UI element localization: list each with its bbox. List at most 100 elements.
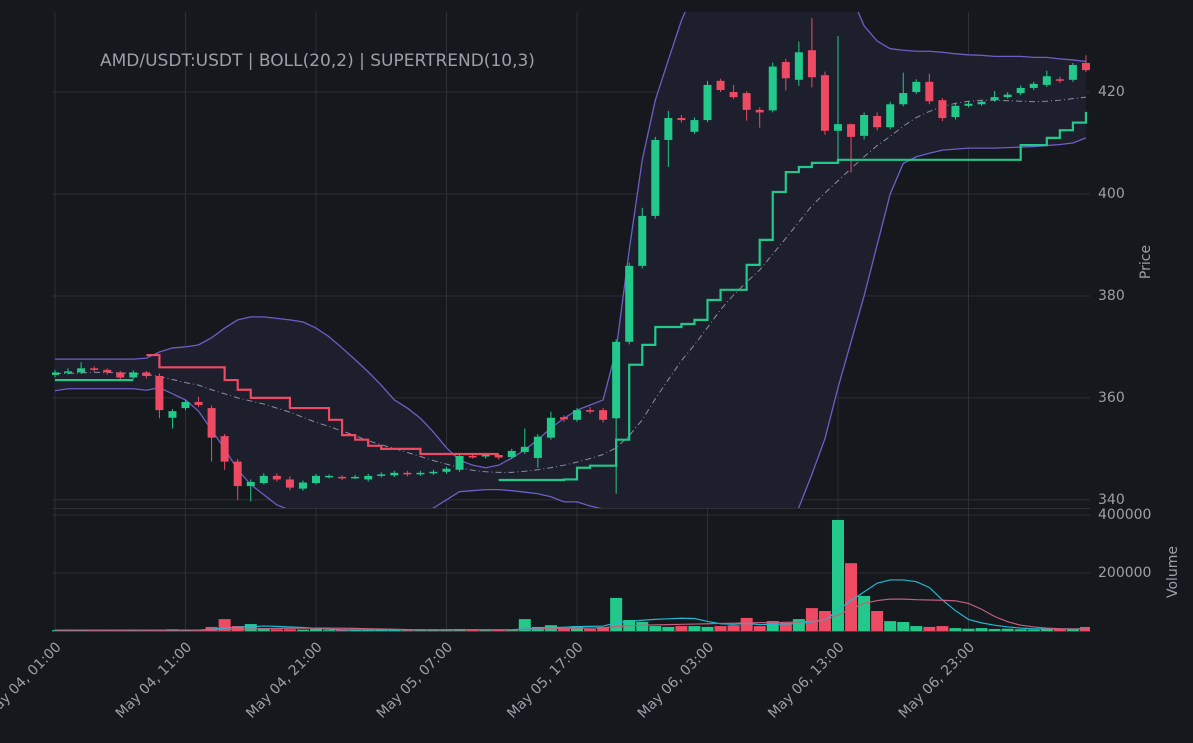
volume-bar <box>375 630 388 631</box>
candle-body <box>612 341 621 419</box>
candle-body <box>834 124 842 131</box>
volume-bar <box>1066 628 1079 631</box>
volume-bar <box>936 626 949 631</box>
candle-body <box>546 417 555 438</box>
volume-bar <box>649 626 662 631</box>
volume-bar <box>427 630 440 631</box>
y-tick-label: 420 <box>1098 84 1125 100</box>
volume-bar <box>858 595 871 631</box>
candle-body <box>938 100 947 119</box>
candle-body <box>52 372 59 375</box>
x-tick-label: May 04, 21:00 <box>243 639 325 721</box>
candle-body <box>781 61 790 79</box>
candle-body <box>742 93 751 110</box>
volume-bar <box>897 622 910 631</box>
candle-body <box>677 118 686 121</box>
volume-bar <box>832 519 844 631</box>
candle-body <box>481 454 490 457</box>
candle-body <box>807 50 816 78</box>
candle-body <box>586 410 595 412</box>
volume-bar <box>962 628 975 631</box>
candle-body <box>351 476 360 479</box>
candle-body <box>207 408 216 438</box>
candle-body <box>912 81 921 93</box>
volume-bar <box>818 610 831 631</box>
volume-bar <box>401 630 414 631</box>
candle-body <box>298 482 307 489</box>
bollinger-middle <box>55 96 1087 473</box>
candle-body <box>860 114 869 136</box>
candle-body <box>794 52 803 80</box>
candle-body <box>977 101 986 105</box>
volume-bar <box>688 626 701 631</box>
candle-body <box>847 124 856 137</box>
volume-bar <box>636 622 649 631</box>
volume-bar <box>884 621 897 631</box>
volume-bar <box>714 626 727 631</box>
candle-body <box>312 475 320 484</box>
volume-bar <box>910 626 923 631</box>
volume-bar <box>779 622 792 631</box>
candle-body <box>820 75 829 131</box>
y-tick-label: 400 <box>1098 186 1125 202</box>
candle-body <box>899 93 908 105</box>
labels: 340 360 380 400 420 200000 400000 May 04, 01:00… <box>0 84 1151 722</box>
supertrend-up <box>55 111 1088 482</box>
candle-body <box>729 92 738 98</box>
candle-body <box>272 475 281 480</box>
volume-bar <box>753 626 766 631</box>
candle-body <box>129 372 138 378</box>
candle-body <box>77 368 86 373</box>
x-tick-label: May 06, 13:00 <box>765 639 847 721</box>
candle-body <box>259 475 268 484</box>
volume-bar <box>923 626 936 631</box>
candle-body <box>1042 76 1051 85</box>
candle-body <box>533 436 542 459</box>
candle-body <box>990 97 999 101</box>
volume-bar <box>244 624 257 631</box>
candle-body <box>651 139 660 216</box>
volume-bar <box>949 628 962 631</box>
candle-body <box>442 468 451 472</box>
volume-bar <box>662 626 675 631</box>
candle-body <box>155 375 164 411</box>
candle-body <box>468 456 477 458</box>
volume-tick-label: 400000 <box>1098 507 1151 523</box>
candle-body <box>64 371 73 373</box>
volume-panel <box>52 519 1090 631</box>
volume-bar <box>362 630 375 631</box>
volume-tick-label: 200000 <box>1098 565 1151 581</box>
candle-body <box>494 454 503 458</box>
volume-bar <box>296 629 309 631</box>
volume-bar <box>597 626 610 631</box>
y-tick-label: 360 <box>1098 390 1125 406</box>
volume-bar <box>557 628 570 631</box>
candle-body <box>285 479 294 488</box>
candle-body <box>1029 83 1038 88</box>
candle-body <box>873 115 882 128</box>
candle-body <box>716 80 725 90</box>
volume-bar <box>231 626 244 631</box>
candle-body <box>599 410 608 420</box>
grid <box>52 12 1090 632</box>
supertrend-down <box>146 353 499 456</box>
candle-body <box>1016 87 1025 94</box>
volume-bar <box>701 626 714 631</box>
x-tick-label: May 05, 17:00 <box>504 639 586 721</box>
volume-bar <box>988 628 1001 631</box>
candle-body <box>755 109 764 113</box>
volume-bar <box>792 619 805 631</box>
candle-body <box>507 450 516 458</box>
candle-body <box>403 472 412 475</box>
candle-body <box>703 84 712 121</box>
bollinger-upper <box>55 12 1087 469</box>
candle-body <box>455 456 464 470</box>
candle-body <box>925 81 934 102</box>
chart-title: AMD/USDT:USDT | BOLL(20,2) | SUPERTREND(… <box>100 51 535 71</box>
volume-bar <box>310 628 322 631</box>
candle-body <box>90 368 99 370</box>
candle-body <box>220 436 229 462</box>
candle-body <box>390 472 399 476</box>
candle-body <box>429 471 438 474</box>
